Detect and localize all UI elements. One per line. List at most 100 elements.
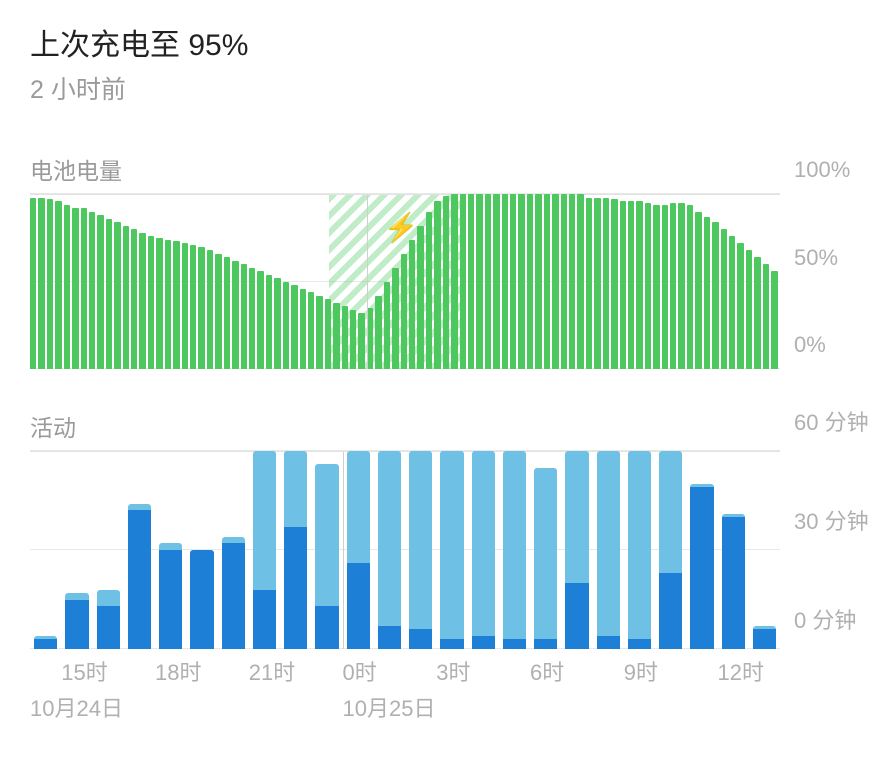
xaxis-tick: 9时 <box>624 655 658 687</box>
battery-bar <box>257 271 263 369</box>
activity-bar <box>530 468 561 649</box>
activity-bar <box>686 484 717 649</box>
yaxis-label: 30 分钟 <box>794 504 869 536</box>
battery-bar <box>451 194 457 369</box>
xaxis-date: 10月25日 <box>343 691 436 723</box>
battery-bar <box>283 282 289 370</box>
battery-bar <box>89 212 95 370</box>
battery-bar <box>628 201 634 369</box>
battery-section-label: 电池电量 <box>30 152 880 186</box>
battery-chart-wrap: ⚡ 100%50%0% <box>30 194 880 369</box>
activity-bar <box>124 504 155 649</box>
battery-bar <box>426 212 432 370</box>
yaxis-label: 100% <box>794 157 850 183</box>
xaxis-tick: 15时 <box>61 655 107 687</box>
battery-bar <box>771 271 777 369</box>
activity-bar <box>655 451 686 649</box>
battery-bar <box>737 243 743 369</box>
battery-bar <box>721 229 727 369</box>
battery-bar <box>190 245 196 369</box>
battery-bar <box>577 194 583 369</box>
battery-bar <box>670 203 676 369</box>
battery-bar <box>409 240 415 370</box>
battery-bar <box>443 196 449 369</box>
activity-bar <box>61 593 92 649</box>
battery-bar <box>401 254 407 370</box>
battery-bar <box>392 268 398 370</box>
yaxis-label: 60 分钟 <box>794 405 869 437</box>
battery-bar <box>678 203 684 369</box>
activity-bar <box>30 636 61 649</box>
battery-bar <box>325 299 331 369</box>
battery-bar <box>417 226 423 370</box>
xaxis-tick: 0时 <box>343 655 377 687</box>
battery-bar <box>173 241 179 369</box>
battery-bar <box>662 205 668 370</box>
battery-bar <box>123 226 129 370</box>
battery-bar <box>30 198 36 370</box>
yaxis-label: 0 分钟 <box>794 603 856 635</box>
activity-bar <box>311 464 342 649</box>
battery-bar <box>207 250 213 369</box>
activity-bar <box>561 451 592 649</box>
battery-bar <box>55 201 61 369</box>
battery-bar <box>518 194 524 369</box>
battery-bar <box>131 229 137 369</box>
battery-bar <box>569 194 575 369</box>
battery-bar <box>729 236 735 369</box>
battery-bar <box>224 257 230 369</box>
battery-bar <box>308 292 314 369</box>
xaxis-tick: 3时 <box>436 655 470 687</box>
yaxis-label: 0% <box>794 332 826 358</box>
battery-bar <box>266 275 272 370</box>
battery-bar <box>72 208 78 369</box>
battery-bar <box>148 236 154 369</box>
battery-bar <box>358 313 364 369</box>
battery-bar <box>704 217 710 369</box>
battery-bar <box>38 198 44 370</box>
battery-bar <box>586 198 592 370</box>
battery-bar <box>754 257 760 369</box>
activity-bar <box>436 451 467 649</box>
activity-chart <box>30 451 780 649</box>
xaxis-date: 10月24日 <box>30 691 123 723</box>
battery-bar <box>434 201 440 369</box>
day-divider <box>343 452 344 649</box>
battery-bar <box>333 303 339 370</box>
xaxis-tick: 21时 <box>249 655 295 687</box>
battery-bar <box>620 201 626 369</box>
activity-bar <box>218 537 249 649</box>
battery-bar <box>476 194 482 369</box>
activity-bar <box>405 451 436 649</box>
battery-bar <box>493 194 499 369</box>
battery-bar <box>198 247 204 370</box>
battery-bar <box>249 268 255 370</box>
battery-bar <box>139 233 145 370</box>
day-divider <box>367 195 368 369</box>
page-subtitle: 2 小时前 <box>30 70 880 106</box>
battery-bar <box>611 199 617 369</box>
xaxis-tick: 6时 <box>530 655 564 687</box>
xaxis-tick: 12时 <box>718 655 764 687</box>
battery-bar <box>342 306 348 369</box>
battery-bar <box>114 222 120 369</box>
battery-bar <box>215 254 221 370</box>
xaxis: 15时18时21时0时3时6时9时12时 <box>30 655 780 689</box>
activity-bar <box>718 514 749 649</box>
battery-bar <box>645 203 651 369</box>
battery-bar <box>241 264 247 369</box>
battery-bar <box>81 208 87 369</box>
battery-bar <box>746 250 752 369</box>
battery-bar <box>232 261 238 370</box>
battery-bar <box>502 194 508 369</box>
battery-bar <box>510 194 516 369</box>
battery-bar <box>291 285 297 369</box>
battery-bar <box>460 194 466 369</box>
activity-bar <box>468 451 499 649</box>
activity-bar <box>593 451 624 649</box>
battery-bar <box>485 194 491 369</box>
activity-chart-wrap: 60 分钟30 分钟0 分钟 <box>30 451 880 649</box>
battery-bar <box>375 296 381 370</box>
battery-bar <box>106 219 112 370</box>
activity-bar <box>93 590 124 649</box>
